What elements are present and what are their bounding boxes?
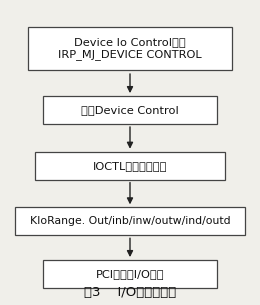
FancyBboxPatch shape: [43, 260, 217, 288]
Text: KIoRange. Out/inb/inw/outw/ind/outd: KIoRange. Out/inb/inw/outw/ind/outd: [30, 216, 230, 226]
FancyBboxPatch shape: [35, 152, 225, 180]
Text: 调用Device Control: 调用Device Control: [81, 105, 179, 115]
Text: 图3    I/O端口的访问: 图3 I/O端口的访问: [84, 286, 176, 299]
Text: IOCTL控制代码分发: IOCTL控制代码分发: [93, 161, 167, 171]
Text: PCI设备卡I/O空间: PCI设备卡I/O空间: [96, 269, 164, 279]
FancyBboxPatch shape: [28, 27, 232, 70]
FancyBboxPatch shape: [43, 96, 217, 124]
FancyBboxPatch shape: [15, 207, 245, 235]
Text: Device Io Control发起
IRP_MJ_DEVICE CONTROL: Device Io Control发起 IRP_MJ_DEVICE CONTRO…: [58, 37, 202, 60]
